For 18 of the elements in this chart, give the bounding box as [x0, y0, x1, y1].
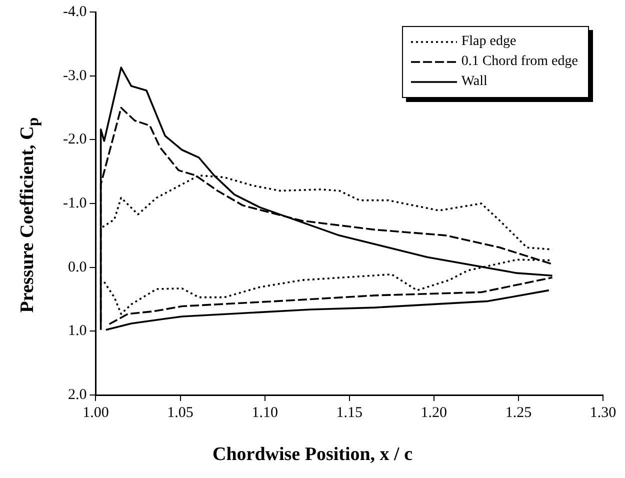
y-tick-label: -2.0 [62, 132, 87, 148]
x-tick-label: 1.00 [82, 404, 109, 421]
x-tick-label: 1.30 [590, 404, 616, 421]
y-tick-label: -4.0 [62, 4, 87, 20]
x-tick-label: 1.10 [252, 404, 278, 421]
x-axis-title: Chordwise Position, x / c [211, 444, 414, 466]
x-tick-label: 1.05 [167, 404, 194, 421]
y-tick-label: 1.0 [68, 323, 87, 340]
x-tick-label: 1.15 [336, 404, 362, 421]
y-tick-label: 0.0 [68, 259, 87, 276]
x-tick-label: 1.20 [420, 404, 448, 421]
legend-label: 0.1 Chord from edge [461, 53, 578, 71]
legend-label: Wall [461, 73, 488, 91]
y-tick-label: -1.0 [62, 195, 87, 212]
x-tick-label: 1.25 [505, 404, 532, 421]
y-tick-label: -3.0 [62, 68, 87, 84]
legend-label: Flap edge [461, 33, 516, 51]
y-tick-label: 2.0 [68, 386, 87, 403]
